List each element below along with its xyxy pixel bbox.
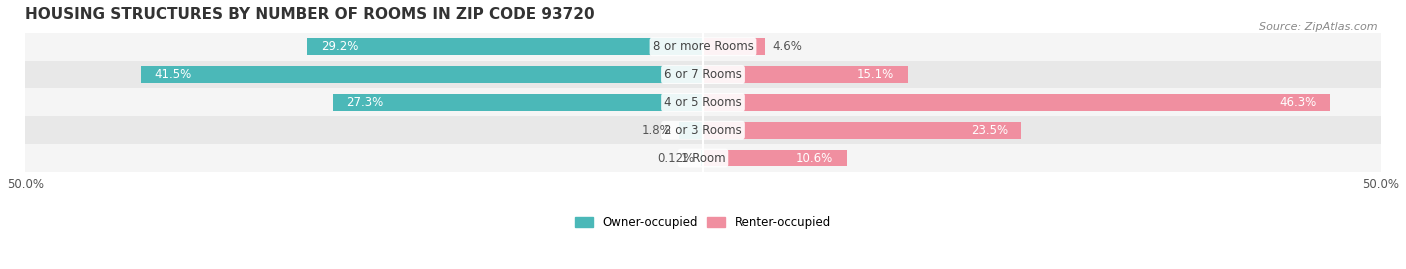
Text: 4 or 5 Rooms: 4 or 5 Rooms <box>664 96 742 109</box>
Legend: Owner-occupied, Renter-occupied: Owner-occupied, Renter-occupied <box>571 211 835 234</box>
Bar <box>25 33 1381 61</box>
Text: HOUSING STRUCTURES BY NUMBER OF ROOMS IN ZIP CODE 93720: HOUSING STRUCTURES BY NUMBER OF ROOMS IN… <box>25 7 595 22</box>
Bar <box>703 150 846 167</box>
Bar <box>25 89 1381 116</box>
Text: 29.2%: 29.2% <box>321 40 359 53</box>
Text: 10.6%: 10.6% <box>796 151 834 165</box>
Text: 1 Room: 1 Room <box>681 151 725 165</box>
Text: 46.3%: 46.3% <box>1279 96 1317 109</box>
Text: Source: ZipAtlas.com: Source: ZipAtlas.com <box>1260 22 1378 31</box>
Bar <box>703 94 1330 111</box>
Text: 2 or 3 Rooms: 2 or 3 Rooms <box>664 124 742 137</box>
Bar <box>702 150 703 167</box>
Text: 27.3%: 27.3% <box>347 96 384 109</box>
Bar <box>25 116 1381 144</box>
Text: 41.5%: 41.5% <box>155 68 191 81</box>
Bar <box>141 66 703 83</box>
Text: 15.1%: 15.1% <box>856 68 894 81</box>
Text: 0.12%: 0.12% <box>658 151 695 165</box>
Text: 1.8%: 1.8% <box>643 124 672 137</box>
Bar <box>25 61 1381 89</box>
Text: 8 or more Rooms: 8 or more Rooms <box>652 40 754 53</box>
Bar <box>679 122 703 139</box>
Text: 6 or 7 Rooms: 6 or 7 Rooms <box>664 68 742 81</box>
Text: 23.5%: 23.5% <box>970 124 1008 137</box>
Bar <box>703 66 908 83</box>
Bar <box>703 38 765 55</box>
Bar <box>308 38 703 55</box>
Bar <box>703 122 1021 139</box>
Bar <box>333 94 703 111</box>
Text: 4.6%: 4.6% <box>772 40 801 53</box>
Bar <box>25 144 1381 172</box>
